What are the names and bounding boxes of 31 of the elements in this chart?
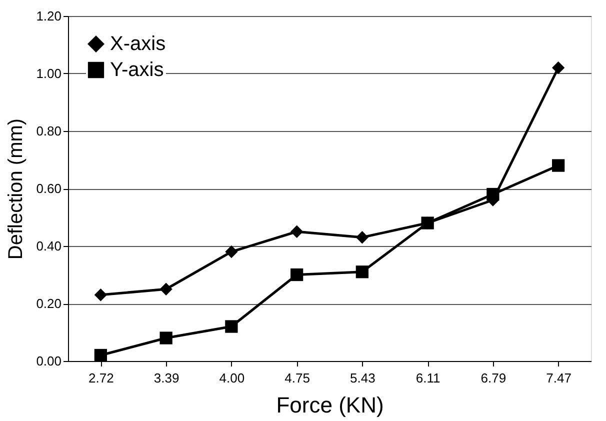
point [552, 159, 565, 172]
y-tick-label: 0.20 [36, 296, 62, 311]
point [160, 332, 172, 344]
y-tick-label: 0.40 [36, 238, 62, 254]
point [290, 225, 304, 238]
point [552, 61, 565, 74]
point [290, 268, 304, 282]
y-tick-label: 0.00 [36, 354, 62, 368]
x-tick-label: 4.00 [219, 370, 245, 386]
legend-label: X-axis [110, 33, 166, 55]
y-tick-label: 1.20 [36, 8, 62, 24]
point [225, 245, 238, 258]
x-tick-label: 2.72 [88, 370, 114, 386]
y-tick-label: 0.60 [36, 181, 62, 196]
point [356, 231, 369, 244]
point [94, 288, 108, 302]
point [225, 320, 238, 333]
x-tick-label: 7.47 [546, 370, 572, 386]
x-tick-label: 3.39 [154, 370, 180, 386]
x-tick-label: 6.11 [416, 370, 440, 386]
x-tick-label: 5.43 [350, 370, 376, 386]
x-axis-title: Force (KN) [276, 392, 384, 418]
x-tick-label: 4.75 [284, 370, 310, 386]
point [356, 266, 369, 278]
point [94, 348, 108, 362]
point [160, 282, 172, 296]
y-axis-title: Deflection (mm) [5, 118, 28, 260]
y-tick-label: 1.00 [36, 66, 62, 81]
x-tick-label: 6.79 [480, 370, 506, 386]
y-tick-label: 0.80 [36, 124, 62, 138]
legend-label: Y-axis [110, 59, 164, 81]
